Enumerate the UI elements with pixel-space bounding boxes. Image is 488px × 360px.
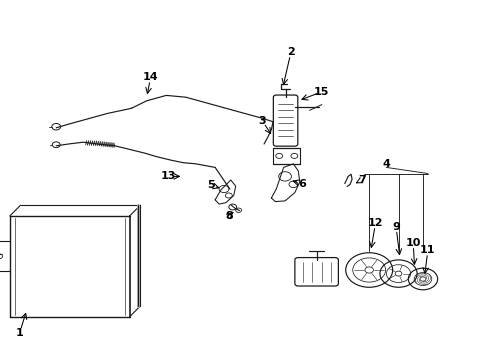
Text: 11: 11: [419, 245, 435, 255]
Text: 2: 2: [286, 47, 294, 57]
Text: 7: 7: [357, 175, 365, 185]
Text: 13: 13: [161, 171, 176, 181]
Text: 4: 4: [382, 159, 389, 169]
Text: 8: 8: [224, 211, 232, 221]
Text: 14: 14: [142, 72, 158, 82]
Text: 12: 12: [367, 218, 383, 228]
Text: 3: 3: [258, 116, 265, 126]
Text: 5: 5: [207, 180, 215, 190]
Text: 10: 10: [405, 238, 420, 248]
Text: 9: 9: [391, 222, 399, 232]
Text: 15: 15: [313, 87, 329, 97]
Text: 6: 6: [298, 179, 305, 189]
Text: 1: 1: [16, 328, 23, 338]
